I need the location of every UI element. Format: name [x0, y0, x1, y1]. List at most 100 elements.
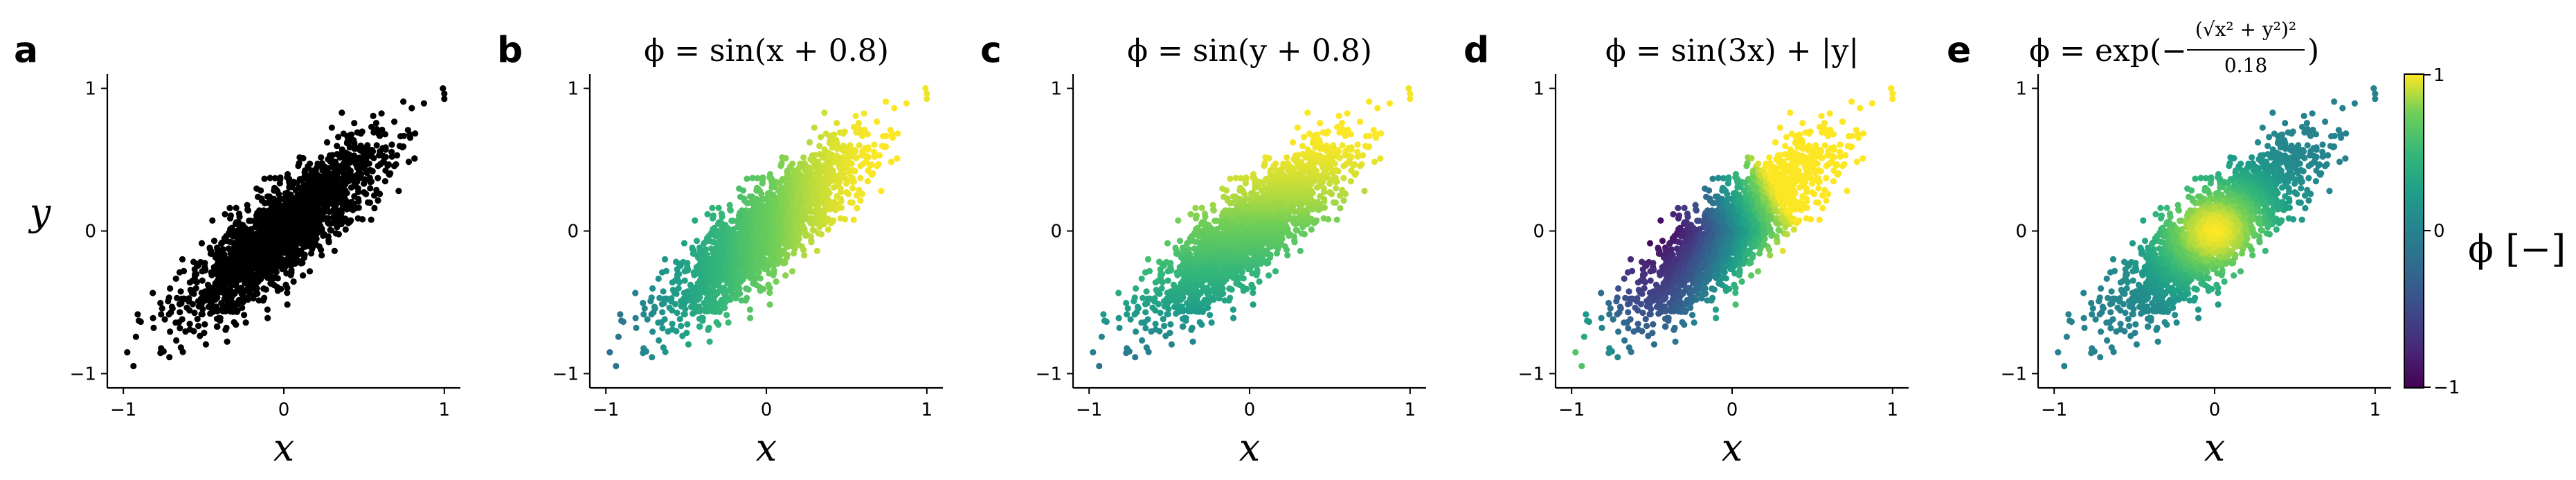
data-point: [650, 309, 657, 316]
data-point: [231, 260, 239, 267]
x-tick-label: 0: [761, 400, 773, 420]
data-point: [355, 145, 362, 152]
data-point: [718, 298, 726, 305]
data-point: [802, 173, 809, 180]
data-point: [730, 254, 737, 260]
data-point: [373, 186, 380, 193]
data-point: [367, 185, 374, 192]
data-point: [229, 308, 237, 315]
data-point: [1176, 238, 1184, 245]
data-point: [364, 199, 372, 206]
data-point: [795, 240, 802, 248]
data-point: [782, 272, 789, 279]
data-point: [233, 204, 240, 211]
data-point: [258, 187, 264, 194]
data-point: [301, 175, 308, 181]
data-point: [195, 323, 202, 330]
data-point: [208, 289, 215, 296]
data-point: [613, 362, 620, 370]
data-point: [617, 311, 624, 318]
data-point: [775, 229, 783, 235]
data-point: [271, 256, 278, 263]
data-point: [226, 303, 233, 310]
data-point: [1301, 134, 1308, 141]
data-point: [766, 290, 773, 296]
data-point: [1268, 167, 1275, 174]
data-point: [894, 155, 901, 162]
data-point: [1366, 132, 1373, 139]
data-point: [660, 288, 667, 295]
data-point: [201, 321, 208, 328]
data-point: [690, 250, 697, 257]
data-point: [865, 146, 872, 153]
data-point: [660, 344, 667, 351]
data-point: [309, 179, 316, 186]
data-point: [294, 220, 300, 227]
data-point: [1340, 175, 1347, 181]
data-point: [177, 288, 184, 295]
data-point: [284, 290, 291, 296]
data-point: [236, 213, 243, 220]
data-point: [800, 247, 807, 254]
data-point: [771, 267, 777, 274]
data-point: [339, 109, 345, 116]
data-point: [1354, 141, 1361, 148]
data-point: [132, 333, 139, 340]
scatter-points: [124, 85, 448, 370]
data-point: [811, 193, 818, 199]
data-point: [732, 275, 739, 282]
data-point: [1175, 217, 1182, 224]
data-point: [807, 165, 814, 172]
data-point: [658, 269, 666, 276]
data-point: [680, 299, 687, 305]
data-point: [789, 204, 796, 211]
data-point: [300, 181, 307, 188]
data-point: [214, 308, 221, 314]
data-point: [759, 176, 766, 183]
data-point: [332, 173, 339, 180]
data-point: [606, 349, 613, 356]
data-point: [264, 314, 271, 321]
data-point: [312, 231, 320, 238]
data-point: [199, 305, 206, 312]
data-point: [351, 120, 358, 127]
data-point: [783, 181, 790, 188]
data-point: [774, 240, 781, 247]
panel-letter: a: [14, 30, 38, 71]
data-point: [1357, 118, 1364, 125]
data-point: [834, 193, 840, 200]
panel-title: ϕ = sin(x + 0.8): [644, 33, 889, 69]
data-point: [264, 306, 271, 313]
data-point: [696, 323, 703, 330]
data-point: [695, 263, 702, 269]
data-point: [708, 245, 714, 252]
data-point: [750, 280, 757, 287]
data-point: [756, 246, 763, 253]
data-point: [246, 281, 253, 287]
data-point: [766, 301, 773, 308]
data-point: [903, 100, 910, 107]
data-point: [267, 256, 273, 263]
data-point: [827, 220, 834, 226]
data-point: [231, 274, 238, 281]
data-point: [395, 188, 402, 195]
y-tick-label: −1: [552, 364, 579, 384]
data-point: [174, 294, 181, 301]
data-point: [811, 157, 818, 165]
data-point: [1131, 298, 1137, 305]
data-point: [655, 319, 662, 326]
data-point: [752, 217, 759, 224]
data-point: [789, 268, 796, 275]
data-point: [187, 286, 194, 294]
data-point: [316, 162, 323, 169]
data-point: [740, 187, 747, 194]
data-point: [1272, 160, 1279, 167]
data-point: [684, 321, 691, 328]
data-point: [1344, 110, 1351, 117]
data-point: [328, 193, 335, 199]
data-point: [726, 202, 733, 208]
data-point: [755, 186, 762, 193]
data-point: [210, 238, 218, 245]
data-point: [780, 191, 786, 198]
data-point: [891, 105, 898, 112]
